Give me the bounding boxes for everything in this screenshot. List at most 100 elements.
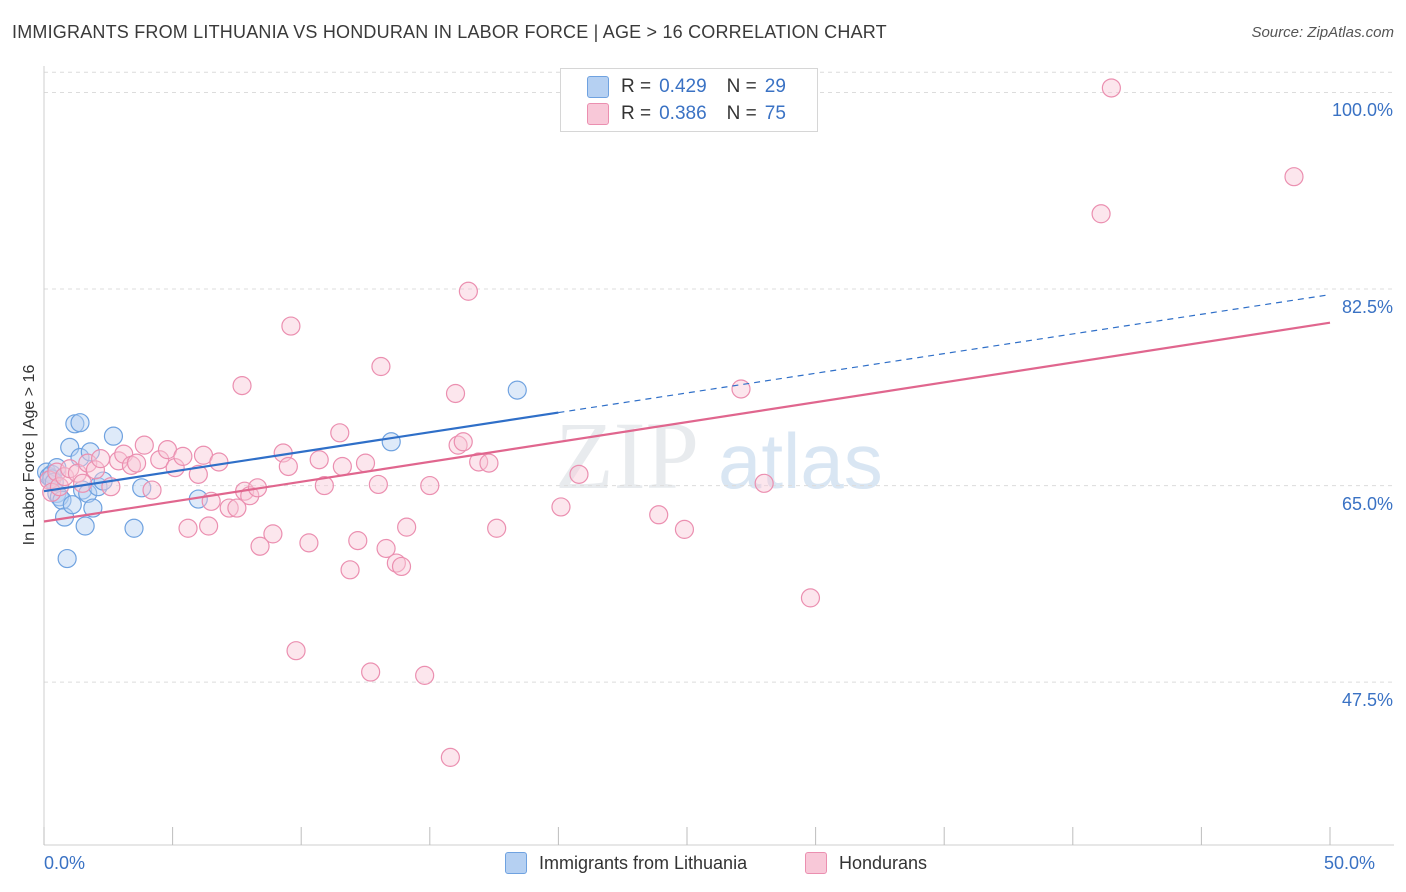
- legend-item-hondurans[interactable]: Hondurans: [805, 852, 927, 874]
- honduran-point: [332, 456, 352, 477]
- lithuania-point: [103, 426, 124, 446]
- honduran-point: [314, 475, 334, 496]
- honduran-point: [376, 538, 396, 559]
- legend-r-value: 0.429: [659, 76, 707, 97]
- honduran-point: [67, 463, 88, 483]
- legend-row-hondurans: R = 0.386 N = 75: [561, 100, 786, 128]
- honduran-point: [458, 281, 478, 301]
- honduran-point: [469, 452, 489, 472]
- lithuania-point: [124, 518, 144, 538]
- honduran-point: [1284, 167, 1304, 187]
- honduran-point: [263, 524, 283, 544]
- svg-text:atlas: atlas: [718, 417, 883, 505]
- honduran-point: [126, 453, 147, 473]
- honduran-point: [479, 453, 499, 473]
- legend-n-label: N =: [726, 76, 757, 97]
- honduran-point: [340, 560, 360, 580]
- honduran-point: [355, 453, 376, 473]
- honduran-point: [330, 423, 350, 443]
- honduran-point: [309, 450, 329, 470]
- source-label: Source: ZipAtlas.com: [1251, 24, 1394, 41]
- legend-row-lithuania: R = 0.429 N = 29: [561, 73, 786, 101]
- honduran-point: [142, 480, 162, 500]
- lithuania-trend-extension: [558, 294, 1331, 414]
- honduran-point: [227, 498, 247, 518]
- honduran-point: [800, 588, 821, 608]
- lithuania-point: [75, 516, 95, 536]
- lithuania-point: [80, 442, 100, 462]
- lithuania-point: [70, 413, 90, 433]
- legend-n-value: 75: [764, 103, 786, 124]
- honduran-point: [39, 470, 59, 490]
- honduran-point: [448, 435, 468, 455]
- honduran-point: [85, 460, 106, 480]
- honduran-point: [219, 498, 239, 518]
- honduran-point: [731, 379, 751, 399]
- legend-r-value: 0.386: [659, 103, 707, 124]
- honduran-point: [453, 432, 473, 452]
- honduran-point: [1101, 78, 1121, 98]
- y-tick-label: 82.5%: [1341, 297, 1393, 318]
- lithuania-point: [57, 548, 77, 569]
- svg-text:ZIP: ZIP: [555, 402, 699, 509]
- legend-r-label: R =: [621, 103, 652, 124]
- legend-swatch-hondurans: [587, 103, 609, 125]
- honduran-point: [250, 536, 270, 556]
- y-tick-label: 65.0%: [1341, 493, 1393, 514]
- honduran-point: [134, 435, 154, 455]
- honduran-point: [348, 531, 368, 551]
- honduran-point: [188, 464, 208, 484]
- honduran-point: [173, 446, 193, 466]
- honduran-point: [361, 662, 381, 682]
- honduran-point: [278, 456, 298, 477]
- series-legend: Immigrants from Lithuania Hondurans: [0, 852, 1406, 878]
- honduran-point: [299, 533, 319, 553]
- honduran-point: [286, 641, 306, 661]
- honduran-point: [440, 747, 460, 767]
- honduran-point: [232, 376, 252, 396]
- x-tick-label-min: 0.0%: [44, 853, 86, 873]
- honduran-point: [150, 450, 170, 470]
- legend-label-lithuania: Immigrants from Lithuania: [539, 852, 748, 873]
- honduran-point: [445, 383, 466, 404]
- honduran-point: [674, 519, 695, 539]
- legend-swatch-hondurans: [805, 852, 827, 874]
- honduran-point: [371, 356, 391, 377]
- legend-swatch-lithuania: [587, 76, 609, 98]
- honduran-point: [420, 475, 440, 496]
- honduran-point: [391, 556, 412, 577]
- y-tick-label: 47.5%: [1341, 690, 1393, 711]
- legend-swatch-lithuania: [505, 852, 527, 874]
- honduran-point: [649, 505, 669, 525]
- honduran-point: [209, 452, 229, 472]
- lithuania-point: [507, 380, 527, 400]
- watermark-logo: ZIP atlas: [555, 402, 883, 509]
- honduran-point: [281, 316, 301, 336]
- legend-n-label: N =: [726, 103, 757, 124]
- legend-item-lithuania[interactable]: Immigrants from Lithuania: [505, 852, 747, 874]
- honduran-point: [368, 474, 388, 495]
- legend-r-label: R =: [621, 76, 652, 97]
- honduran-point: [754, 473, 774, 493]
- chart-title: IMMIGRANTS FROM LITHUANIA VS HONDURAN IN…: [12, 22, 887, 42]
- honduran-point: [78, 453, 98, 473]
- lithuania-point: [60, 437, 80, 457]
- honduran-point: [90, 449, 111, 469]
- lithuania-point: [381, 432, 401, 452]
- honduran-point: [551, 497, 571, 517]
- legend-n-value: 29: [764, 76, 786, 97]
- honduran-point: [415, 665, 435, 685]
- honduran-point: [199, 516, 219, 536]
- honduran-point: [569, 464, 589, 484]
- honduran-point: [1091, 204, 1111, 224]
- lithuania-trend-line: [43, 411, 559, 493]
- lithuania-point: [62, 495, 82, 515]
- x-tick-label-max: 50.0%: [1324, 853, 1376, 873]
- y-tick-label: 100.0%: [1331, 100, 1393, 121]
- legend-label-hondurans: Hondurans: [839, 852, 928, 873]
- honduran-trend-line: [43, 321, 1331, 523]
- honduran-point: [487, 518, 507, 538]
- honduran-point: [397, 517, 417, 537]
- honduran-point: [386, 553, 406, 573]
